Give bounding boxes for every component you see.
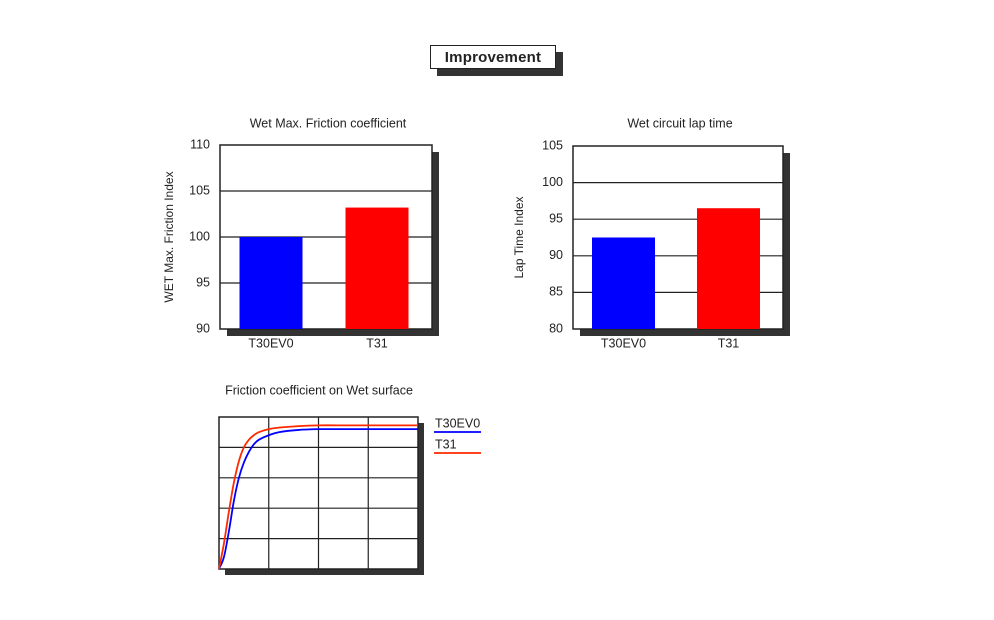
chart-title: Friction coefficient on Wet surface <box>225 383 413 397</box>
chart-title: Wet Max. Friction coefficient <box>250 116 407 130</box>
y-axis-label: Lap Time Index <box>512 196 526 278</box>
y-tick-label: 85 <box>549 285 563 299</box>
series-line-t31 <box>218 424 418 570</box>
y-tick-label: 100 <box>189 229 210 243</box>
x-tick-label: T31 <box>366 336 388 350</box>
y-tick-label: 110 <box>190 137 210 151</box>
y-tick-label: 105 <box>189 183 210 197</box>
x-tick-label: T30EV0 <box>601 336 646 350</box>
y-tick-label: 90 <box>549 248 563 262</box>
line-chart-friction-curve <box>218 416 481 575</box>
y-tick-label: 90 <box>196 321 210 335</box>
series-line-t30ev0 <box>218 428 418 570</box>
bar-t31 <box>697 208 760 329</box>
bar-t30ev0 <box>592 237 655 329</box>
y-tick-label: 100 <box>542 175 563 189</box>
y-axis-label: WET Max. Friction Index <box>162 171 176 302</box>
legend-label: T30EV0 <box>435 416 480 430</box>
bar-chart-friction <box>219 144 439 336</box>
y-tick-label: 105 <box>542 138 563 152</box>
y-tick-label: 95 <box>196 275 210 289</box>
y-tick-label: 95 <box>549 211 563 225</box>
chart-title: Wet circuit lap time <box>627 116 732 130</box>
x-tick-label: T30EV0 <box>248 336 293 350</box>
legend-label: T31 <box>435 437 457 451</box>
page-title-text: Improvement <box>444 48 542 66</box>
page-title: Improvement <box>430 45 556 69</box>
bar-t31 <box>345 207 409 329</box>
bar-t30ev0 <box>239 237 303 329</box>
x-tick-label: T31 <box>718 336 740 350</box>
y-tick-label: 80 <box>549 321 563 335</box>
bar-chart-laptime <box>572 145 790 336</box>
